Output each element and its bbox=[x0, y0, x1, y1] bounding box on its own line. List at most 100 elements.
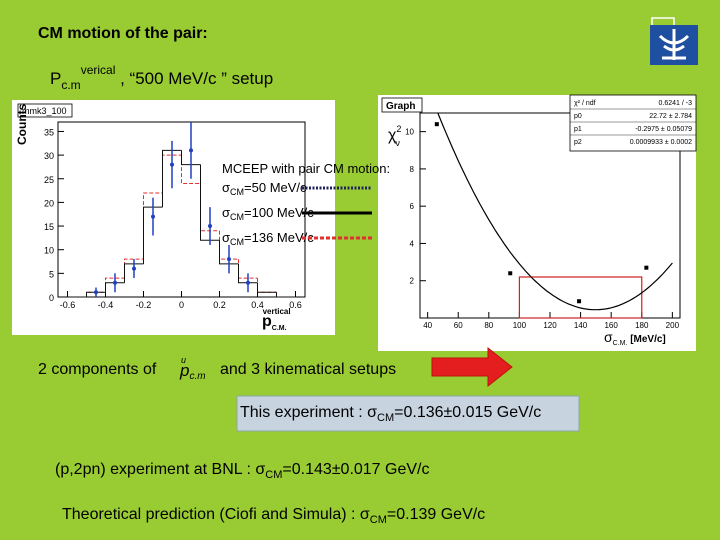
x-tick-label: 120 bbox=[543, 321, 557, 330]
data-point bbox=[113, 280, 117, 285]
stats-box bbox=[569, 94, 697, 152]
x-label-sub: C.M. bbox=[613, 340, 628, 347]
setup-p: P bbox=[50, 69, 61, 88]
setup-sup: verical bbox=[81, 63, 116, 77]
arrow bbox=[431, 346, 513, 388]
y-tick-label: 35 bbox=[44, 127, 54, 137]
sub: c.m bbox=[189, 371, 205, 382]
x-label-sub: C.M. bbox=[272, 325, 287, 332]
histogram-bin bbox=[143, 192, 163, 260]
data-point bbox=[151, 214, 155, 219]
legend-sym: σ bbox=[222, 230, 230, 245]
y-label-main: χ bbox=[388, 127, 397, 144]
y-tick-label: 10 bbox=[405, 128, 414, 137]
y-tick-label: 30 bbox=[44, 151, 54, 161]
sub: CM bbox=[370, 514, 387, 526]
x-label-rest: [MeV/c] bbox=[627, 334, 665, 345]
x-tick-label: -0.4 bbox=[98, 300, 114, 310]
title: CM motion of the pair: bbox=[38, 25, 208, 42]
histogram-bin bbox=[276, 292, 296, 298]
histogram-bin bbox=[219, 240, 239, 265]
logo bbox=[650, 17, 698, 65]
pre: This experiment : σ bbox=[240, 404, 377, 421]
sub: CM bbox=[377, 412, 394, 424]
data-point bbox=[189, 148, 193, 153]
histogram-bin bbox=[162, 149, 182, 208]
x-tick-label: 0 bbox=[179, 300, 184, 310]
data-point bbox=[508, 271, 513, 276]
x-tick-label: 200 bbox=[666, 321, 680, 330]
pre: (p,2pn) experiment at BNL : σ bbox=[55, 461, 265, 478]
setup-sub: c.m bbox=[61, 78, 80, 92]
y-tick-label: 25 bbox=[44, 175, 54, 185]
histogram-bin bbox=[257, 282, 277, 293]
y-label: χ2 ν bbox=[388, 124, 401, 148]
x-tick-label: 40 bbox=[423, 321, 432, 330]
histogram-bin bbox=[124, 263, 144, 283]
sub: CM bbox=[265, 469, 282, 481]
stat-value: -0.2975 ± 0.05079 bbox=[635, 126, 692, 133]
stat-name: χ² / ndf bbox=[574, 100, 596, 107]
histogram-bin bbox=[143, 206, 163, 264]
components-p: u pc.m bbox=[179, 355, 206, 382]
graph-title: Graph bbox=[386, 101, 415, 112]
legend-entry: σCM=50 MeV/c bbox=[222, 180, 307, 197]
vec: u bbox=[181, 355, 186, 365]
x-tick-label: -0.2 bbox=[136, 300, 152, 310]
y-tick-label: 0 bbox=[49, 293, 54, 303]
data-point bbox=[132, 266, 136, 271]
x-tick-label: 0.6 bbox=[289, 300, 302, 310]
x-tick-label: 0.2 bbox=[213, 300, 226, 310]
graph-title-box bbox=[381, 97, 423, 113]
x-tick-label: -0.6 bbox=[60, 300, 76, 310]
histogram-bin bbox=[238, 263, 258, 284]
stat-name: p0 bbox=[574, 113, 582, 120]
x-label-main: p bbox=[262, 313, 272, 330]
data-point bbox=[170, 162, 174, 167]
data-point bbox=[94, 290, 98, 295]
x-tick-label: 100 bbox=[513, 321, 527, 330]
data-point bbox=[577, 299, 582, 304]
x-tick-label: 180 bbox=[635, 321, 649, 330]
post: =0.136±0.015 GeV/c bbox=[394, 404, 541, 421]
result-box bbox=[236, 395, 580, 432]
x-label-main: σ bbox=[604, 329, 613, 345]
stat-name: p1 bbox=[574, 126, 582, 133]
x-tick-label: 140 bbox=[574, 321, 588, 330]
histogram-bin bbox=[105, 277, 125, 293]
stat-value: 0.0009933 ± 0.0002 bbox=[630, 139, 692, 146]
data-point bbox=[208, 224, 212, 229]
x-label: pC.M. vertical bbox=[262, 307, 291, 332]
data-point bbox=[434, 122, 439, 127]
y-tick-label: 2 bbox=[410, 277, 415, 286]
this-experiment: This experiment : σCM=0.136±0.015 GeV/c bbox=[240, 404, 541, 424]
theory: Theoretical prediction (Ciofi and Simula… bbox=[62, 506, 485, 526]
stat-value: 22.72 ± 2.784 bbox=[649, 113, 692, 120]
data-point bbox=[644, 265, 649, 270]
y-tick-label: 8 bbox=[410, 165, 415, 174]
post: =0.139 GeV/c bbox=[387, 506, 485, 523]
histogram-bin bbox=[181, 150, 201, 166]
legend: MCEEP with pair CM motion: σCM=50 MeV/cσ… bbox=[222, 161, 390, 247]
setup: Pc.mverical , “500 MeV/c ” setup bbox=[50, 63, 273, 92]
range-box bbox=[518, 276, 643, 319]
legend-text: =50 MeV/c bbox=[244, 180, 307, 195]
components-post: and 3 kinematical setups bbox=[220, 361, 396, 378]
x-tick-label: 0.4 bbox=[251, 300, 264, 310]
legend-sub: CM bbox=[230, 237, 244, 247]
p: p bbox=[179, 361, 189, 380]
pre: Theoretical prediction (Ciofi and Simula… bbox=[62, 506, 370, 523]
y-tick-label: 6 bbox=[410, 202, 415, 211]
x-tick-label: 160 bbox=[604, 321, 618, 330]
hist-name: mmk3_100 bbox=[22, 106, 67, 116]
legend-entry: σCM=100 MeV/c bbox=[222, 205, 314, 222]
histogram-bin bbox=[105, 282, 125, 293]
hist-name-box bbox=[17, 103, 73, 118]
legend-text: =136 MeV/c bbox=[244, 230, 314, 245]
legend-title: MCEEP with pair CM motion: bbox=[222, 161, 390, 176]
components-pre: 2 components of bbox=[38, 361, 157, 378]
legend-text: =100 MeV/c bbox=[244, 205, 314, 220]
x-tick-label: 80 bbox=[484, 321, 493, 330]
